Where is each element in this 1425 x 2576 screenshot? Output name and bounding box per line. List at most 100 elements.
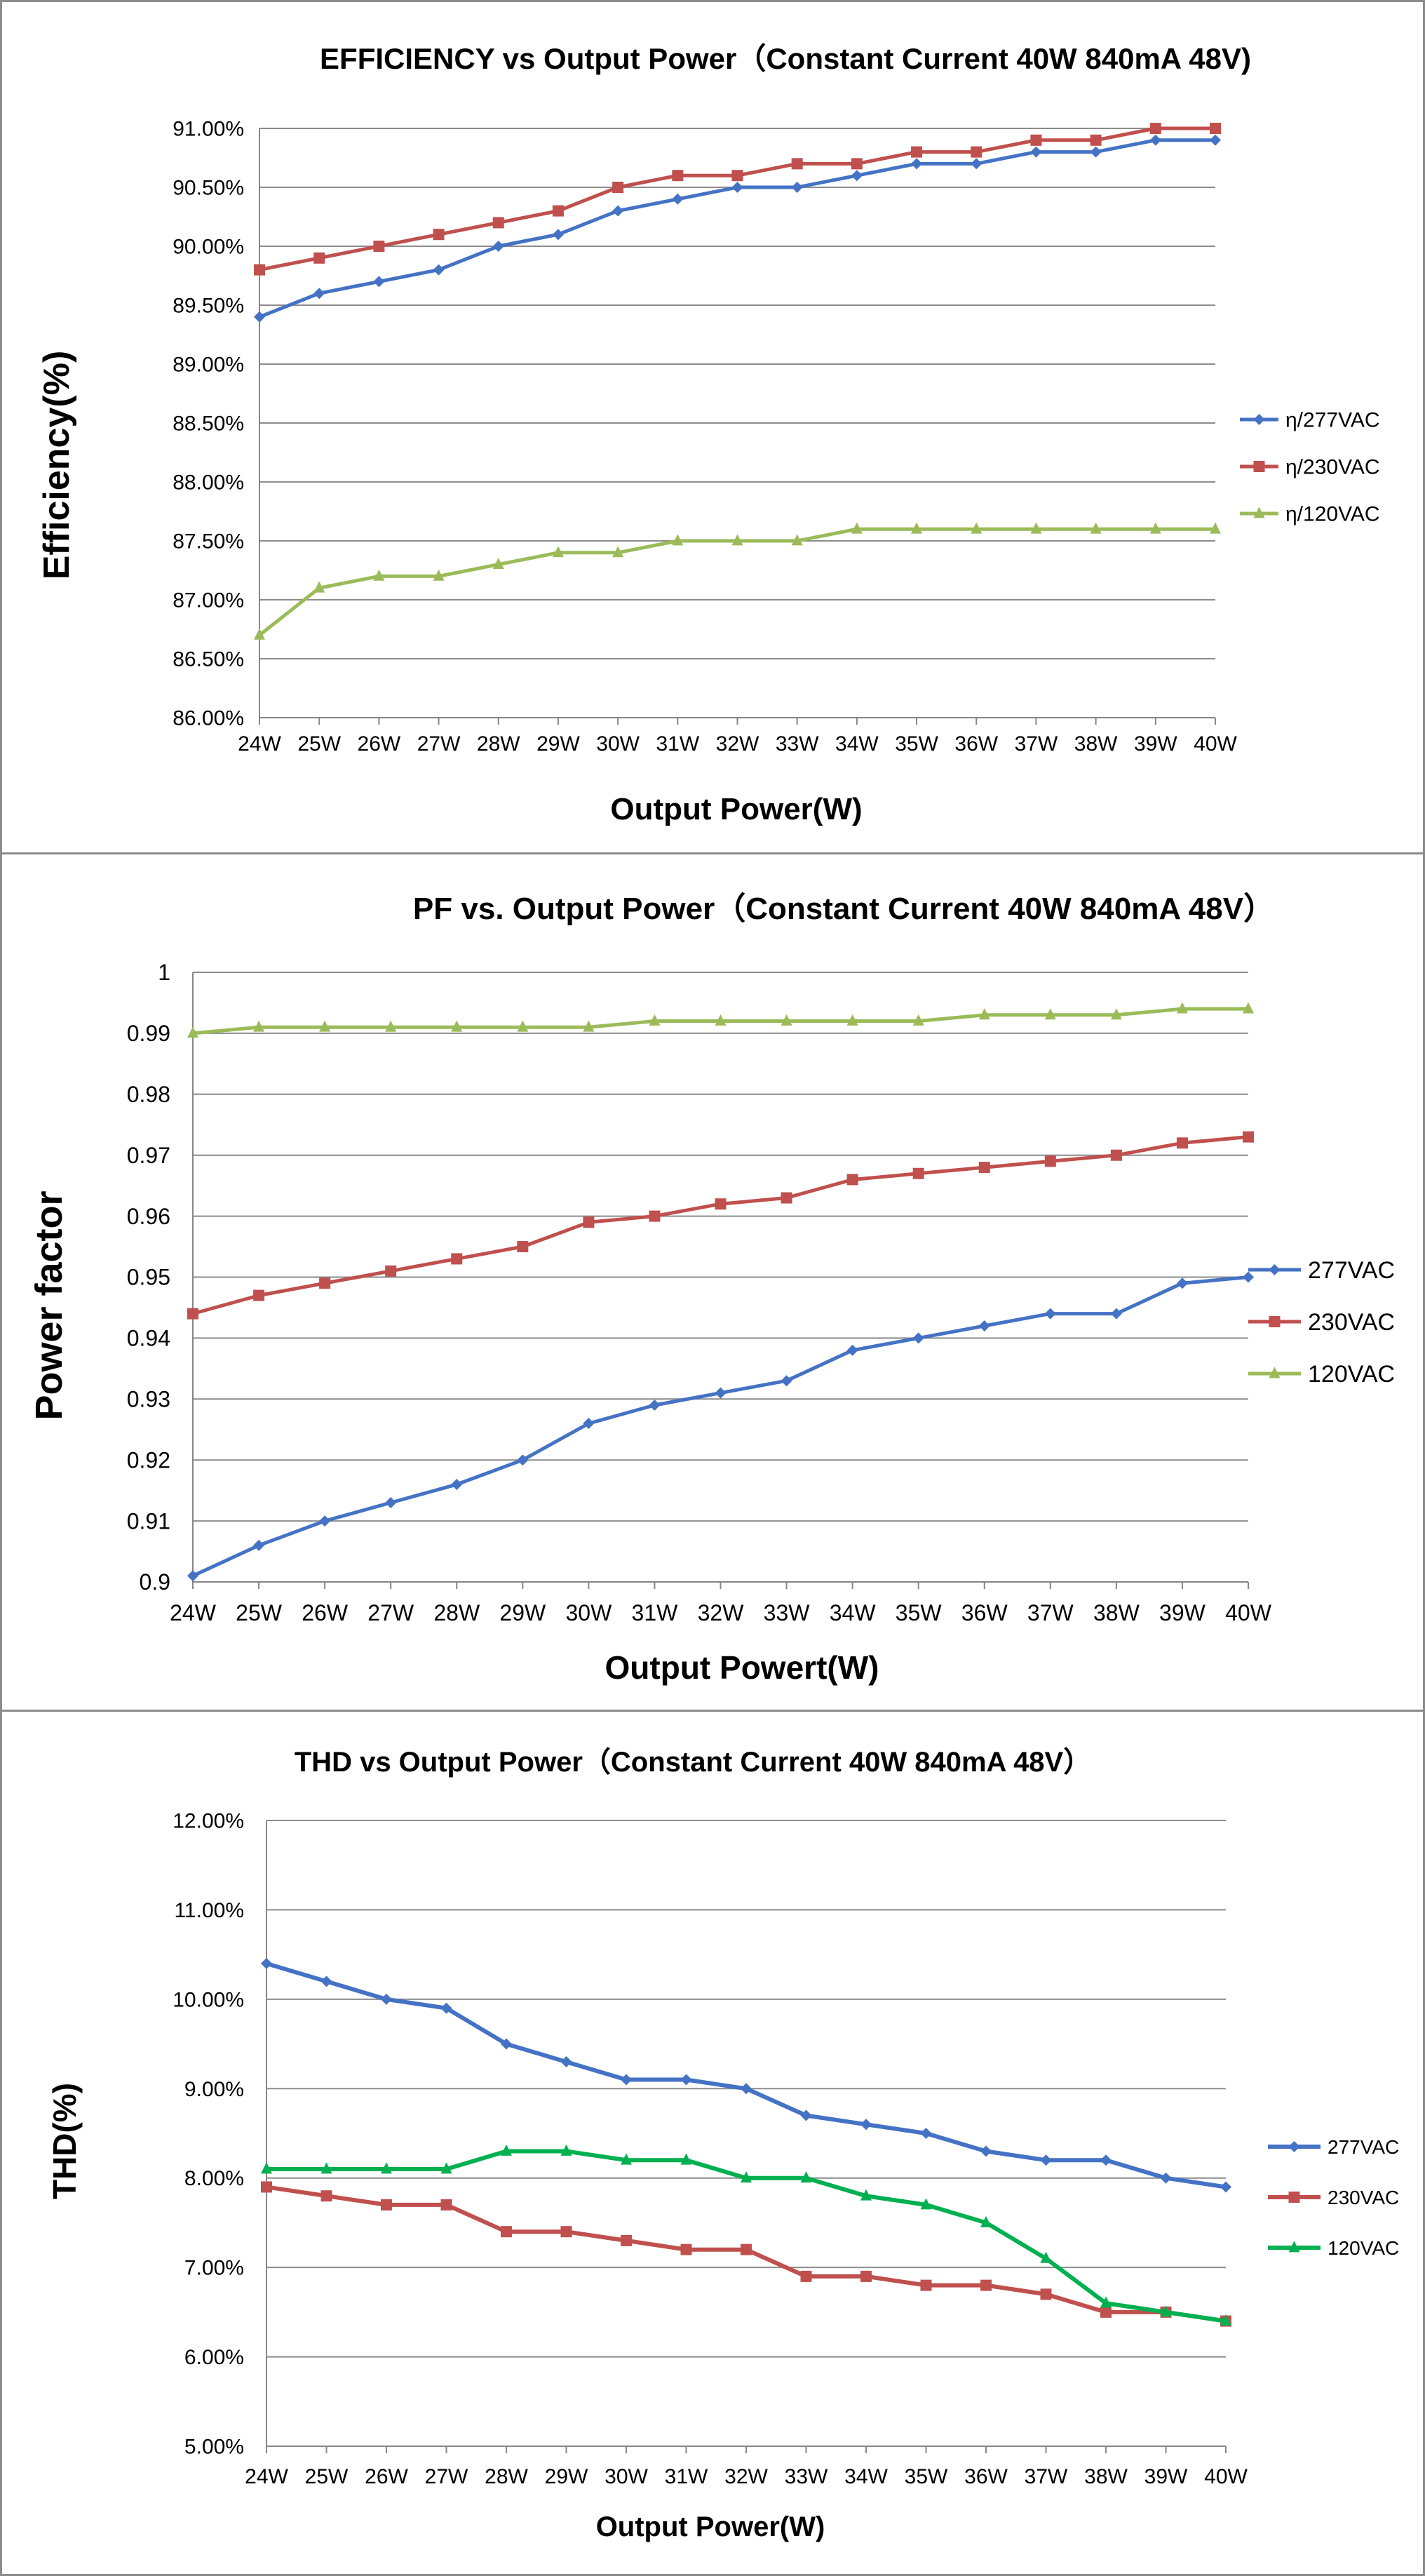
y-tick-label: 0.93 [127, 1387, 170, 1412]
data-point [451, 1253, 463, 1265]
data-point [1220, 2314, 1231, 2326]
data-point [253, 1539, 265, 1551]
data-point [552, 229, 564, 241]
data-point [846, 1174, 858, 1186]
series-line-230vac [192, 1135, 1249, 1316]
y-tick-label: 89.50% [173, 295, 244, 318]
data-point [911, 522, 923, 534]
data-point [649, 1210, 661, 1222]
x-tick-label: 32W [724, 2465, 768, 2488]
x-tick-label: 29W [499, 1600, 546, 1625]
legend-swatch-marker [1253, 414, 1265, 425]
legend-label: 230VAC [1328, 2187, 1399, 2208]
data-point [501, 2144, 512, 2156]
data-point [501, 2226, 512, 2238]
data-point [560, 2226, 572, 2238]
x-tick-label: 35W [896, 1600, 943, 1625]
data-point [1243, 1271, 1254, 1283]
data-point [978, 1162, 990, 1174]
chart-title: PF vs. Output Power（Constant Current 40W… [413, 892, 1274, 926]
data-point [781, 1014, 792, 1026]
power-factor-chart: PF vs. Output Power（Constant Current 40W… [28, 892, 1395, 1686]
data-point [583, 1418, 595, 1430]
data-point [800, 2270, 812, 2282]
data-point [385, 1265, 397, 1277]
data-point [492, 558, 504, 569]
x-tick-label: 32W [698, 1600, 745, 1625]
series-line-277vac [266, 1961, 1227, 2189]
data-point [860, 2270, 872, 2282]
data-point [1090, 522, 1102, 534]
data-point [381, 1993, 392, 2005]
data-point [261, 2181, 272, 2193]
x-tick-label: 28W [477, 732, 520, 756]
x-tick-label: 39W [1134, 732, 1177, 756]
y-tick-label: 90.00% [173, 236, 244, 259]
data-point [911, 158, 923, 170]
data-point [612, 205, 624, 217]
data-point [319, 1515, 331, 1527]
y-tick-label: 0.95 [127, 1265, 170, 1290]
legend-label: 277VAC [1328, 2136, 1399, 2158]
y-tick-label: 7.00% [184, 2257, 244, 2280]
y-tick-label: 87.50% [173, 530, 244, 554]
data-point [254, 311, 265, 323]
data-point [1220, 2181, 1231, 2193]
data-point [680, 2243, 692, 2255]
data-point [1176, 1277, 1188, 1289]
data-point [621, 2234, 632, 2246]
data-point [920, 2279, 932, 2291]
data-point [440, 2002, 452, 2014]
data-point [433, 569, 445, 581]
x-tick-label: 30W [565, 1600, 612, 1625]
x-tick-label: 35W [905, 2465, 948, 2488]
y-tick-label: 1 [158, 960, 170, 985]
data-point [791, 158, 803, 170]
x-tick-label: 32W [716, 732, 759, 756]
data-point [1100, 2296, 1112, 2308]
data-point [672, 534, 684, 546]
x-tick-label: 36W [954, 732, 998, 756]
y-tick-label: 0.97 [127, 1143, 170, 1168]
data-point [1044, 1155, 1056, 1167]
data-point [621, 2153, 632, 2165]
data-point [187, 1026, 198, 1038]
power-factor-chart-panel: PF vs. Output Power（Constant Current 40W… [0, 852, 1425, 1712]
data-point [612, 546, 624, 558]
data-point [851, 522, 863, 534]
legend-swatch-marker [1288, 2241, 1300, 2253]
data-point [791, 182, 803, 193]
data-point [1149, 134, 1161, 146]
data-point [552, 205, 564, 217]
data-point [971, 146, 982, 158]
data-point [1176, 1002, 1188, 1014]
data-point [320, 1975, 332, 1987]
x-tick-label: 28W [433, 1600, 480, 1625]
legend-swatch-marker [1288, 2141, 1300, 2152]
series-277vac [254, 134, 1221, 323]
data-point [715, 1387, 727, 1399]
x-tick-label: 33W [776, 732, 819, 756]
series-120vac [254, 522, 1221, 640]
data-point [715, 1198, 727, 1210]
x-tick-label: 30W [605, 2465, 648, 2488]
data-point [373, 276, 385, 288]
y-tick-label: 8.00% [184, 2167, 244, 2190]
data-point [911, 146, 923, 158]
legend-swatch-marker [1269, 1264, 1281, 1275]
chart-title: EFFICIENCY vs Output Power（Constant Curr… [320, 42, 1251, 75]
y-axis-title: THD(%) [46, 2083, 83, 2199]
y-tick-label: 90.50% [173, 177, 244, 200]
data-point [560, 2144, 572, 2156]
data-point [373, 241, 385, 252]
y-tick-label: 86.00% [173, 707, 244, 730]
data-point [649, 1014, 661, 1026]
data-point [261, 1957, 272, 1969]
data-point [261, 2162, 272, 2174]
data-point [492, 241, 504, 252]
x-tick-label: 25W [236, 1600, 283, 1625]
data-point [381, 2162, 392, 2174]
data-point [1100, 2154, 1112, 2166]
data-point [1090, 146, 1102, 158]
data-point [1030, 134, 1042, 146]
